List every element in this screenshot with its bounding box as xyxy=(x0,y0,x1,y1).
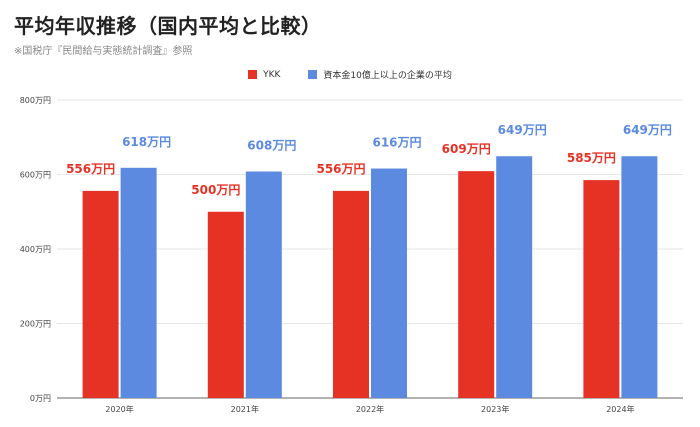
bar-national xyxy=(621,156,658,398)
bar-national xyxy=(120,167,157,398)
bar-national xyxy=(245,171,282,398)
legend-swatch-ykk xyxy=(248,70,258,79)
y-tick-label: 800万円 xyxy=(20,96,51,105)
data-label-national: 608万円 xyxy=(247,139,296,153)
y-tick-label: 0万円 xyxy=(30,394,51,403)
legend-swatch-national xyxy=(308,70,318,79)
chart-title: 平均年収推移（国内平均と比較） xyxy=(14,14,322,38)
source-note: ※国税庁『民間給与実態統計調査』参照 xyxy=(14,46,193,57)
legend: YKK 資本金10億上以上の企業の平均 xyxy=(0,68,700,81)
data-label-ykk: 500万円 xyxy=(191,183,240,197)
data-label-national: 649万円 xyxy=(498,123,547,137)
x-tick-label: 2021年 xyxy=(231,404,259,414)
data-label-ykk: 556万円 xyxy=(316,162,365,176)
data-label-ykk: 609万円 xyxy=(442,142,491,156)
data-label-ykk: 556万円 xyxy=(66,162,115,176)
bar-ykk xyxy=(458,171,495,398)
data-label-national: 618万円 xyxy=(122,135,171,149)
x-tick-label: 2022年 xyxy=(356,404,384,414)
y-tick-label: 600万円 xyxy=(20,171,51,180)
legend-label-ykk: YKK xyxy=(263,69,281,80)
x-tick-label: 2024年 xyxy=(606,404,634,414)
y-tick-label: 400万円 xyxy=(20,245,51,254)
legend-item-ykk: YKK xyxy=(248,70,280,80)
x-tick-label: 2023年 xyxy=(481,404,509,414)
bar-ykk xyxy=(583,180,620,398)
legend-item-national: 資本金10億上以上の企業の平均 xyxy=(308,68,452,81)
bar-national xyxy=(496,156,533,398)
bar-ykk xyxy=(82,190,119,398)
bar-national xyxy=(371,168,407,398)
y-tick-label: 200万円 xyxy=(20,320,51,329)
data-label-national: 616万円 xyxy=(372,136,421,150)
bar-ykk xyxy=(333,190,369,398)
data-label-national: 649万円 xyxy=(623,123,672,137)
legend-label-national: 資本金10億上以上の企業の平均 xyxy=(323,71,452,81)
data-label-ykk: 585万円 xyxy=(567,151,616,165)
x-tick-label: 2020年 xyxy=(105,404,133,414)
bar-ykk xyxy=(207,211,244,398)
